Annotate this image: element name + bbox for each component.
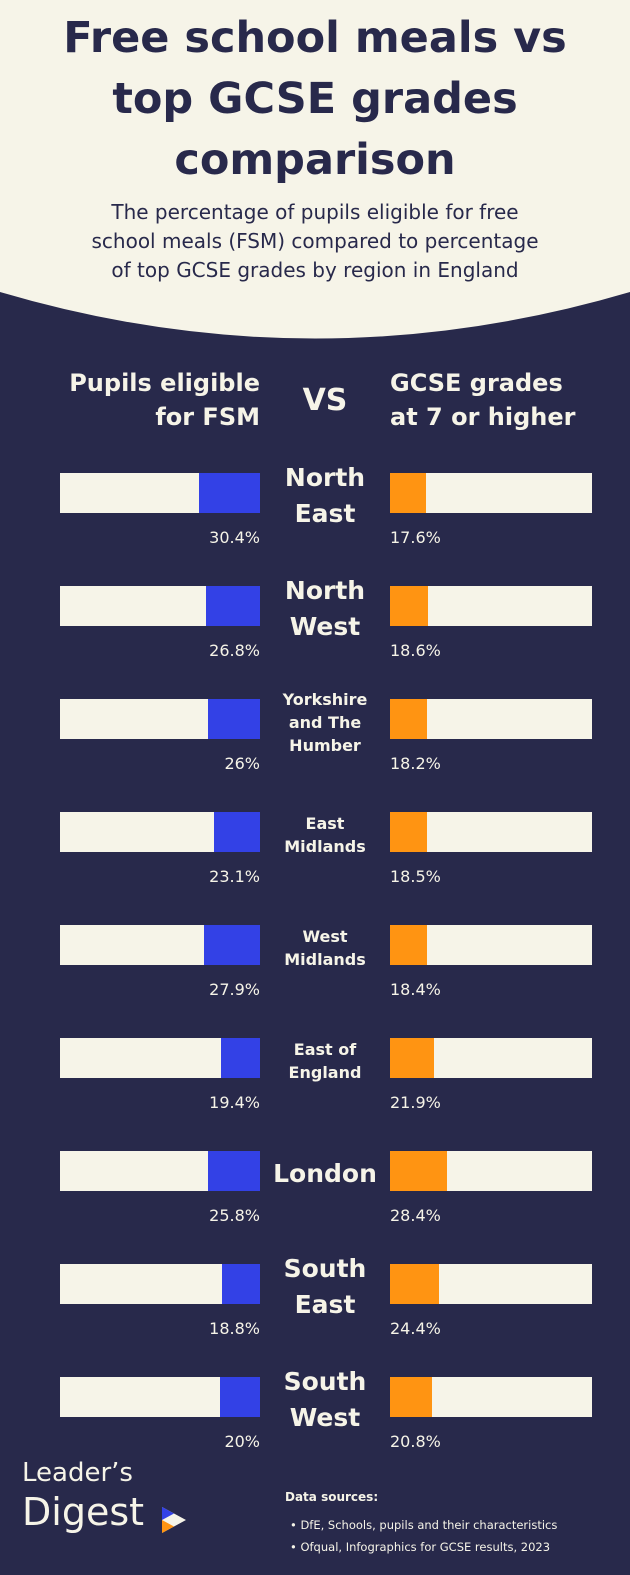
- value-label: 18.4%: [390, 980, 441, 999]
- region-label: Yorkshire and The Humber: [282, 689, 368, 755]
- bar: [390, 1264, 440, 1304]
- bar-track: [390, 1038, 592, 1078]
- bar-track: [60, 925, 260, 965]
- region-label: West Midlands: [284, 927, 366, 969]
- region-label: London: [273, 1159, 377, 1188]
- center-label: VS: [302, 383, 348, 418]
- value-label: 30.4%: [209, 528, 260, 547]
- value-label: 26.8%: [209, 641, 260, 660]
- bar-track: [60, 699, 260, 739]
- value-label: 23.1%: [209, 867, 260, 886]
- header-background: [0, 0, 630, 339]
- bar: [390, 812, 428, 852]
- bar-track: [390, 699, 592, 739]
- bar-track: [390, 1264, 592, 1304]
- bar: [208, 699, 260, 739]
- bar: [390, 1151, 448, 1191]
- value-label: 18.8%: [209, 1319, 260, 1338]
- region-label: South West: [283, 1367, 367, 1432]
- bar-track: [60, 812, 260, 852]
- value-label: 17.6%: [390, 528, 441, 547]
- value-label: 21.9%: [390, 1093, 441, 1112]
- value-label: 18.5%: [390, 867, 441, 886]
- value-label: 18.6%: [390, 641, 441, 660]
- value-label: 25.8%: [209, 1206, 260, 1225]
- chart-title: Free school meals vs top GCSE grades com…: [63, 13, 567, 185]
- bar-track: [60, 1151, 260, 1191]
- brand: Digest: [22, 1490, 145, 1534]
- legend-right: GCSE grades at 7 or higher: [390, 369, 576, 431]
- bar-track: [60, 1038, 260, 1078]
- bar: [199, 473, 260, 513]
- bar-track: [60, 473, 260, 513]
- value-label: 26%: [224, 754, 260, 773]
- source-text: Ofqual, Infographics for GCSE results, 2…: [300, 1540, 551, 1554]
- region-label: South East: [283, 1254, 367, 1319]
- bar-track: [390, 473, 592, 513]
- bar: [221, 1038, 260, 1078]
- bar: [390, 925, 428, 965]
- region-label: North West: [284, 576, 366, 641]
- bar: [390, 1377, 433, 1417]
- bar: [390, 473, 426, 513]
- bar-track: [390, 586, 592, 626]
- source: • DfE, Schools, pupils and their charact…: [290, 1518, 558, 1532]
- bar: [208, 1151, 260, 1191]
- bar: [213, 812, 260, 852]
- bar: [204, 925, 260, 965]
- region-label: East of England: [288, 1040, 362, 1082]
- bar-track: [390, 925, 592, 965]
- region-label: East Midlands: [284, 814, 366, 856]
- brand: Leader’s: [22, 1458, 133, 1488]
- value-label: 20%: [224, 1432, 260, 1451]
- value-label: 18.2%: [390, 754, 441, 773]
- bar: [220, 1377, 260, 1417]
- legend-left: Pupils eligible for FSM: [69, 369, 260, 431]
- bar: [390, 1038, 435, 1078]
- source-text: DfE, Schools, pupils and their character…: [300, 1518, 558, 1532]
- bar-track: [390, 1151, 592, 1191]
- bar-track: [390, 812, 592, 852]
- bar-track: [60, 1377, 260, 1417]
- bar-track: [390, 1377, 592, 1417]
- value-label: 24.4%: [390, 1319, 441, 1338]
- value-label: 27.9%: [209, 980, 260, 999]
- value-label: 28.4%: [390, 1206, 441, 1225]
- bar-track: [60, 1264, 260, 1304]
- sources-title: Data sources:: [285, 1490, 379, 1504]
- logo-icon: [162, 1507, 186, 1533]
- source: • Ofqual, Infographics for GCSE results,…: [290, 1540, 551, 1554]
- bar: [222, 1264, 260, 1304]
- bar: [390, 699, 427, 739]
- chart-subtitle: The percentage of pupils eligible for fr…: [91, 200, 539, 282]
- value-label: 20.8%: [390, 1432, 441, 1451]
- bar: [206, 586, 260, 626]
- region-label: North East: [284, 463, 366, 528]
- bar-track: [60, 586, 260, 626]
- bar: [390, 586, 428, 626]
- value-label: 19.4%: [209, 1093, 260, 1112]
